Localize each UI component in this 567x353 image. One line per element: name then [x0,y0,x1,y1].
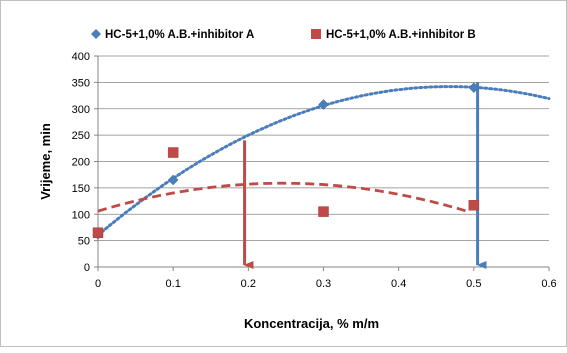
y-axis-title: Vrijeme, min [38,123,53,200]
data-point-inhibitor-a [468,82,480,94]
y-tick-label-350: 350 [72,77,90,89]
x-tick-label-0.5: 0.5 [466,278,481,290]
tick-labels: 0 50 100 150 200 250 300 350 400 0 0.1 0.2 0.3 0.4 0.5… [72,51,557,290]
y-tick-label-250: 250 [72,130,90,142]
legend-label-inhibitor-a: HC-5+1,0% A.B.+inhibitor A [105,29,254,41]
trendline-inhibitor-b [97,181,467,213]
y-tick-label-400: 400 [72,51,90,63]
y-tick-label-50: 50 [78,236,90,248]
legend-label-inhibitor-b: HC-5+1,0% A.B.+inhibitor B [326,29,476,41]
data-point-inhibitor-b [318,206,329,217]
x-tick-label-0.3: 0.3 [316,278,331,290]
x-tick-label-0: 0 [95,278,101,290]
y-tick-label-200: 200 [72,157,90,169]
y-tick-label-300: 300 [72,104,90,116]
arrows [243,82,487,269]
data-point-inhibitor-b [468,200,480,211]
x-axis-title: Koncentracija, % m/m [244,316,379,331]
x-tick-label-0.2: 0.2 [241,278,256,290]
legend-marker-inhibitor-a [91,29,101,39]
y-tick-label-0: 0 [84,262,90,274]
y-tick-label-100: 100 [72,209,90,221]
legend-marker-inhibitor-b [311,29,321,39]
legend: HC-5+1,0% A.B.+inhibitor A HC-5+1,0% A.B… [91,29,476,41]
data-point-inhibitor-b [167,147,179,158]
data-point-inhibitor-a [167,174,179,186]
data-point-inhibitor-b [92,227,104,238]
data-point-inhibitor-a [318,99,329,110]
x-tick-label-0.1: 0.1 [166,278,181,290]
data-points [92,82,480,240]
x-tick-label-0.6: 0.6 [541,278,556,290]
x-tick-label-0.4: 0.4 [391,278,406,290]
y-tick-label-150: 150 [72,183,90,195]
